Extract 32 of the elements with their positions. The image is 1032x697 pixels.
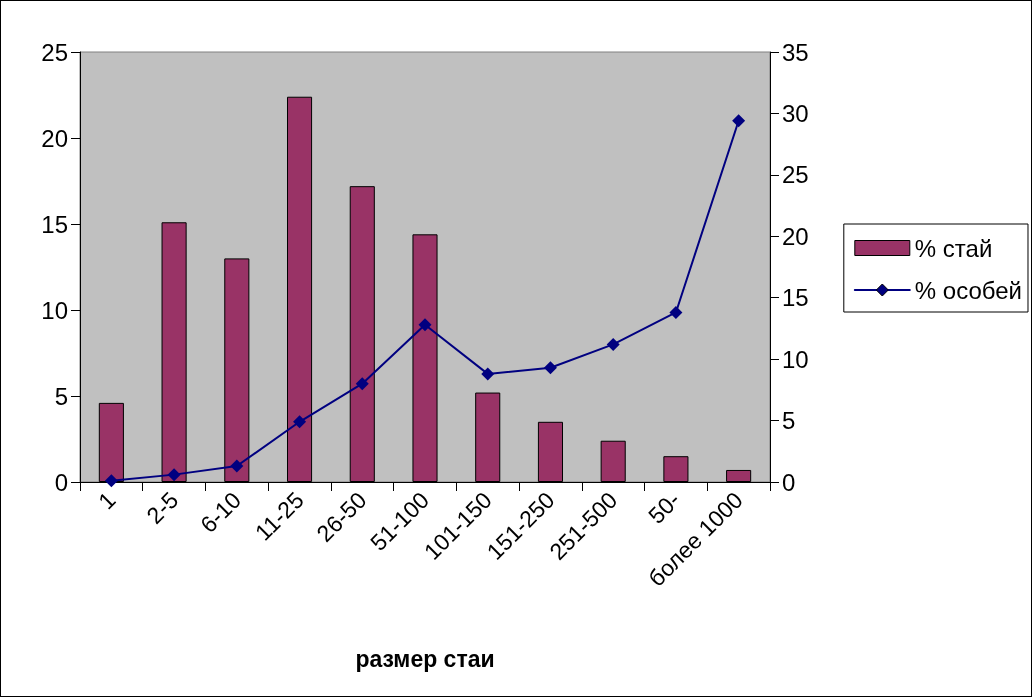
point: [732, 114, 746, 128]
point: [481, 367, 495, 381]
point: [355, 377, 369, 391]
y-tick-label: 10: [41, 296, 68, 324]
y-tick-label: 25: [41, 38, 68, 66]
x-tick-label: 6-10: [195, 486, 247, 538]
x-tick-label: 50-: [643, 486, 686, 529]
x-tick-label: 2-5: [141, 486, 184, 529]
y2-tick-label: 25: [782, 161, 809, 189]
y-tick-label: 5: [54, 382, 68, 410]
point: [167, 468, 181, 482]
legend-label: % стай: [914, 234, 993, 262]
y2-tick-label: 35: [782, 38, 809, 66]
y-tick-label: 15: [41, 210, 68, 238]
y2-tick-label: 30: [782, 99, 809, 127]
y2-tick-label: 20: [782, 222, 809, 250]
point: [669, 305, 683, 319]
point: [293, 415, 307, 429]
y2-tick-label: 15: [782, 284, 809, 312]
x-tick-label: 1: [93, 486, 121, 515]
legend-label: % особей: [914, 276, 1022, 304]
y-tick-label: 0: [54, 468, 68, 496]
y-tick-label: 20: [41, 124, 68, 152]
point: [418, 318, 432, 332]
y2-tick-label: 0: [782, 468, 796, 496]
x-axis-title: размер стаи: [355, 645, 495, 672]
y2-tick-label: 5: [782, 407, 796, 435]
point: [104, 474, 118, 488]
y2-tick-label: 10: [782, 345, 809, 373]
point: [543, 361, 557, 375]
point: [230, 459, 244, 473]
point: [606, 337, 620, 351]
